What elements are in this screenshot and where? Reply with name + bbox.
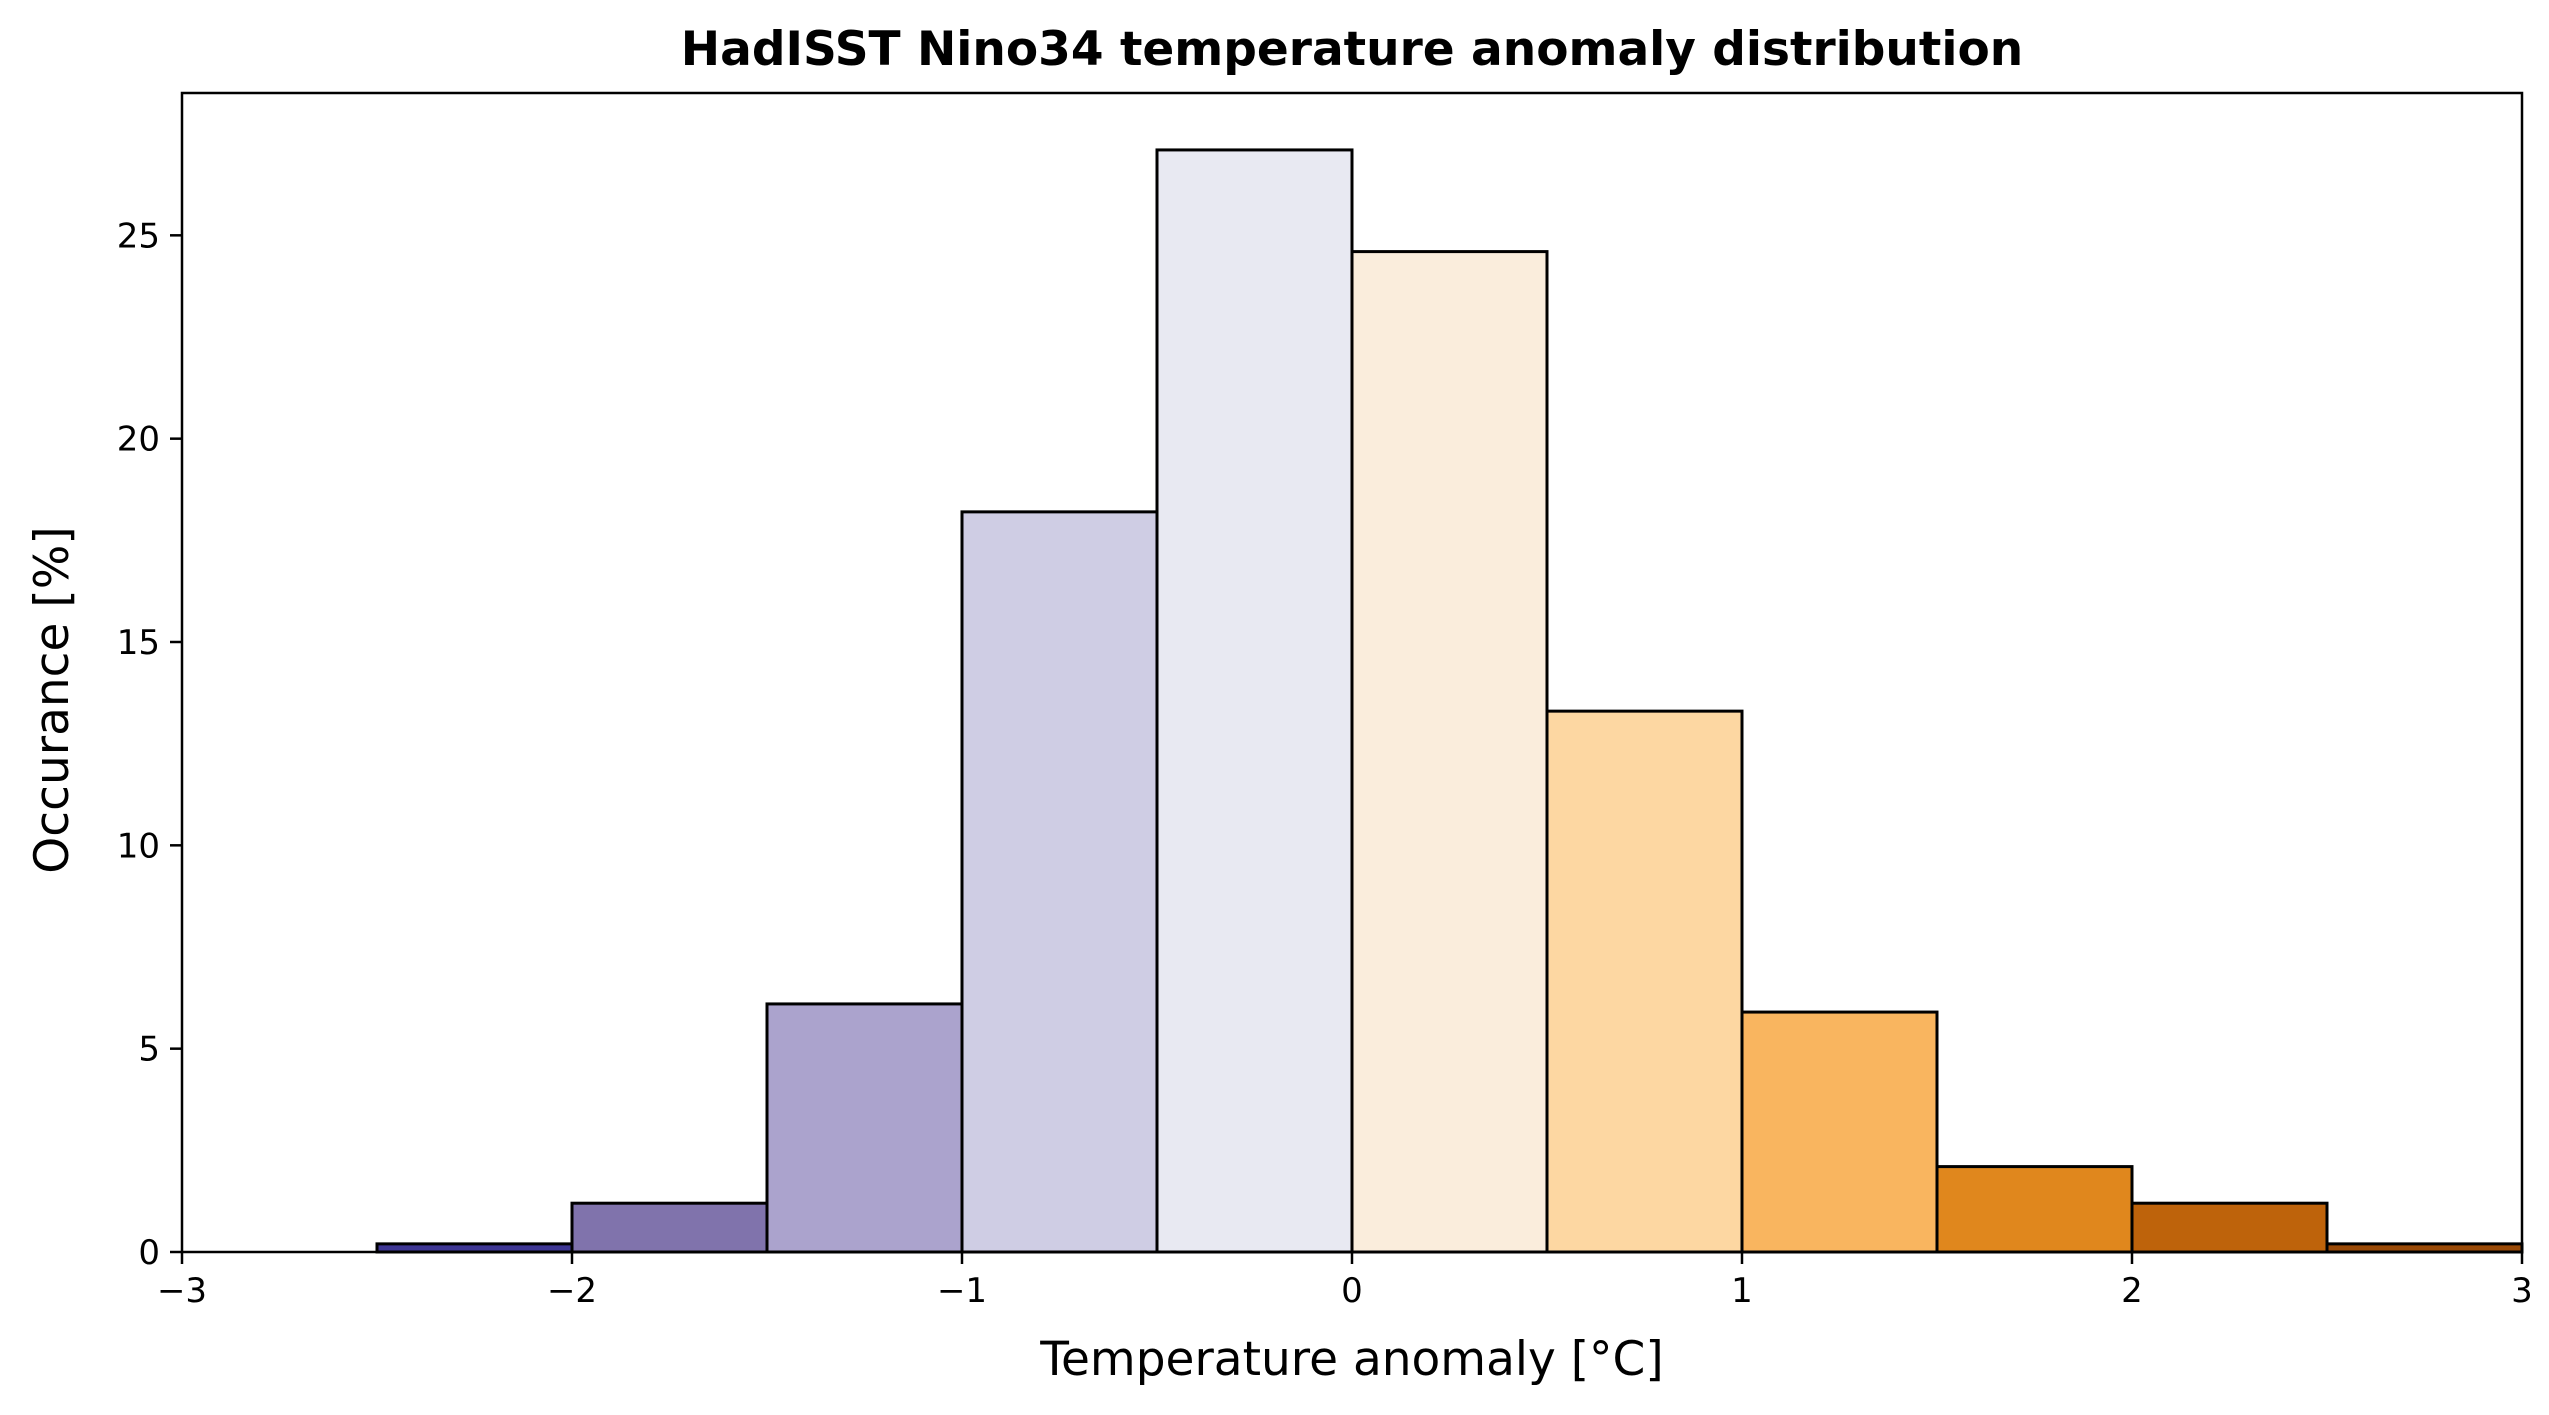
y-tick-label: 25 (117, 216, 160, 256)
y-tick-label: 10 (117, 826, 160, 866)
histogram-bar-7 (1545, 709, 1744, 1254)
bars-group (375, 148, 2524, 1254)
histogram-bar-5 (1155, 148, 1354, 1254)
x-tick-label: 1 (1731, 1271, 1753, 1311)
x-tick-label: −1 (937, 1271, 987, 1311)
y-tick-label: 15 (117, 623, 160, 663)
histogram-bar-9 (1935, 1165, 2134, 1254)
histogram-bar-4 (960, 510, 1159, 1254)
x-axis-label: Temperature anomaly [°C] (1039, 1332, 1663, 1387)
y-axis-label: Occurance [%] (25, 526, 80, 873)
y-tick-label: 0 (138, 1233, 160, 1273)
y-axis-ticks: 0 5 10 15 20 25 (117, 216, 182, 1273)
histogram-bar-8 (1740, 1010, 1939, 1254)
chart-title: HadISST Nino34 temperature anomaly distr… (681, 22, 2023, 77)
y-tick-label: 20 (117, 420, 160, 460)
x-axis-ticks: −3 −2 −1 0 1 2 3 (157, 1252, 2533, 1311)
x-tick-label: −3 (157, 1271, 207, 1311)
histogram-bar-10 (2130, 1201, 2329, 1254)
histogram-bar-2 (570, 1201, 769, 1254)
y-tick-label: 5 (138, 1030, 160, 1070)
x-tick-label: −2 (547, 1271, 597, 1311)
histogram-bar-6 (1350, 250, 1549, 1254)
x-tick-label: 0 (1341, 1271, 1363, 1311)
histogram-bar-3 (765, 1002, 964, 1254)
x-tick-label: 3 (2511, 1271, 2533, 1311)
x-tick-label: 2 (2121, 1271, 2143, 1311)
